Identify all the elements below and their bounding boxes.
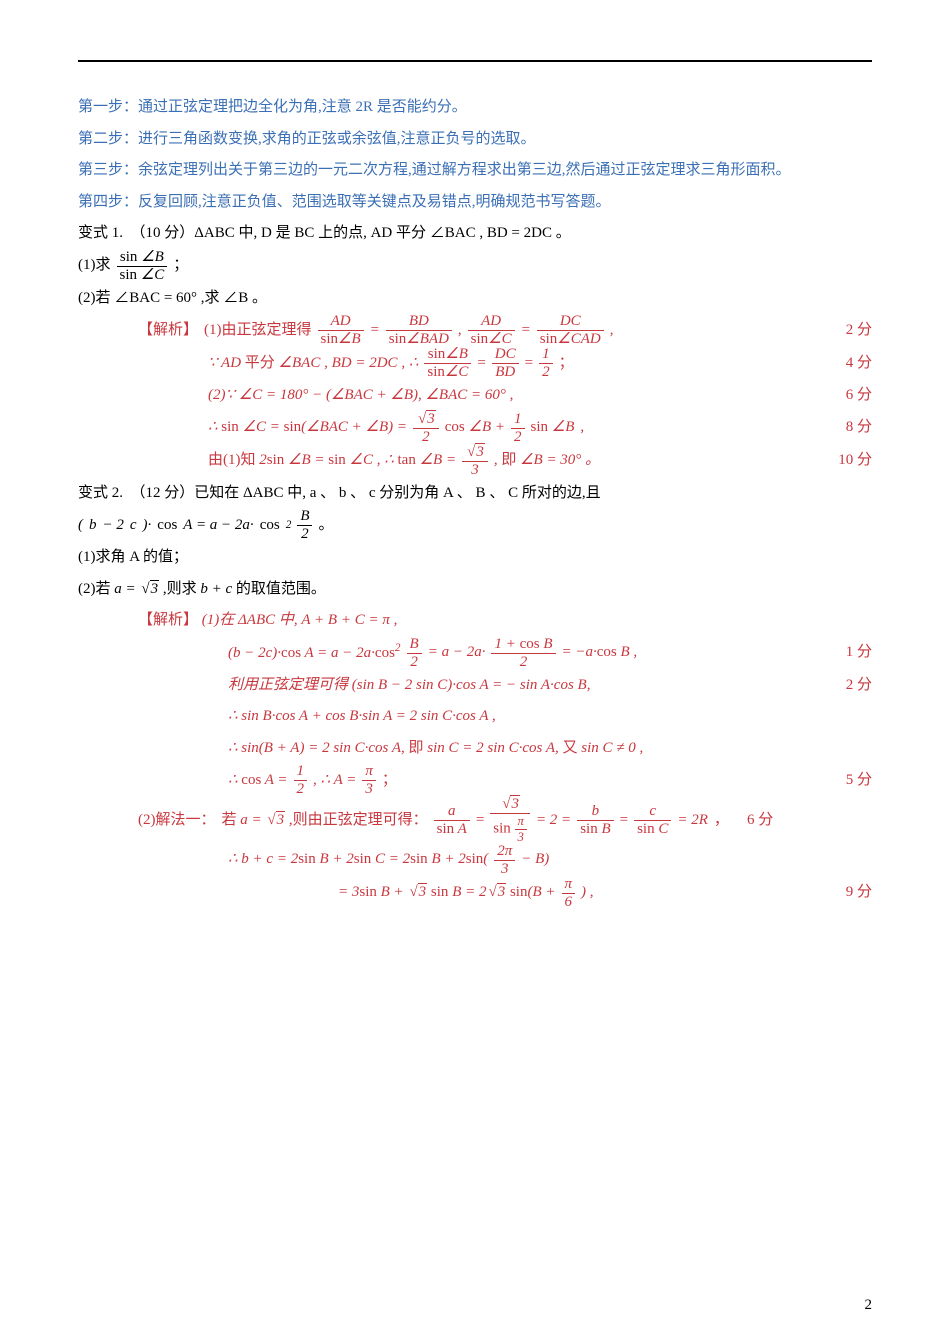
- v2l4b: 即: [408, 740, 423, 756]
- v2l4c: sin C = 2 sin C·cos A,: [424, 740, 563, 756]
- variant2-sol-line1: (b − 2c)·cos A = a − 2a·cos2 B2 = a − 2a…: [78, 637, 872, 670]
- variant1-sol1-a: (1)由正弦定理得: [204, 315, 312, 347]
- variant2-sol-line7: ∴ b + c = 2sin B + 2sin C = 2sin B + 2si…: [78, 844, 872, 877]
- score2-2: 2 分: [846, 670, 872, 702]
- variant2-sol-line0: 【解析】 (1)在 ΔABC 中, A + B + C = π ,: [78, 605, 872, 637]
- variant2-line0-eq: (1)在 ΔABC 中, A + B + C = π ,: [202, 612, 398, 628]
- v2l4d: 又: [563, 740, 578, 756]
- variant1-sol-line3: (2)∵ ∠C = 180° − (∠BAC + ∠B), ∠BAC = 60°…: [78, 380, 872, 412]
- variant1-q1-suffix: ；: [173, 250, 188, 282]
- variant2-q1: (1)求角 A 的值；: [78, 542, 872, 574]
- variant2-sol-line4: ∴ sin(B + A) = 2 sin C·cos A, 即 sin C = …: [78, 733, 872, 765]
- frac-sinB-over-sinC: sin ∠B sin ∠C: [117, 250, 168, 283]
- variant1-title-text: 变式 1. （10 分）ΔABC 中, D 是 BC 上的点, AD 平分 ∠B…: [78, 225, 571, 241]
- step-3: 第三步：余弦定理列出关于第三边的一元二次方程,通过解方程求出第三边,然后通过正弦…: [78, 155, 872, 187]
- score2-6: 6 分: [747, 805, 773, 837]
- variant1-q1-prefix: (1)求: [78, 250, 111, 282]
- variant2-line2: 利用正弦定理可得 (sin B − 2 sin C)·cos A = − sin…: [228, 670, 590, 702]
- sol2-label: (2)解法一：: [138, 805, 216, 837]
- score-10: 10 分: [838, 445, 872, 477]
- variant2-sol-line5: ∴ cos A = 12 , ∴ A = π3 ； 5 分: [78, 764, 872, 797]
- step-2: 第二步：进行三角函数变换,求角的正弦或余弦值,注意正负号的选取。: [78, 124, 872, 156]
- variant2-title: 变式 2. （12 分）已知在 ΔABC 中, a 、 b 、 c 分别为角 A…: [78, 478, 872, 510]
- sol-label-2: 【解析】: [138, 612, 198, 628]
- score2-9: 9 分: [846, 877, 872, 909]
- variant1-title: 变式 1. （10 分）ΔABC 中, D 是 BC 上的点, AD 平分 ∠B…: [78, 218, 872, 250]
- score-2: 2 分: [846, 315, 872, 347]
- variant2-sol-line8: = 3sin B + 3 sin B = 23 sin(B + π6 ) , 9…: [78, 877, 872, 910]
- v2l4a: ∴ sin(B + A) = 2 sin C·cos A,: [228, 740, 408, 756]
- v2l4e: sin C ≠ 0 ,: [578, 740, 644, 756]
- variant1-sol-line5: 由(1)知 2sin ∠B = sin ∠C , ∴ tan ∠B = 33 ,…: [78, 445, 872, 478]
- variant2-sol-line3: ∴ sin B·cos A + cos B·sin A = 2 sin C·co…: [78, 701, 872, 733]
- variant2-sol-line2: 利用正弦定理可得 (sin B − 2 sin C)·cos A = − sin…: [78, 670, 872, 702]
- step-4: 第四步：反复回顾,注意正负值、范围选取等关键点及易错点,明确规范书写答题。: [78, 187, 872, 219]
- variant1-sol-line2: ∵ AD 平分 ∠BAC , BD = 2DC , ∴ sin∠Bsin∠C =…: [78, 347, 872, 380]
- variant2-q2: (2)若 a = 3 ,则求 b + c 的取值范围。: [78, 574, 872, 606]
- score-6: 6 分: [846, 380, 872, 412]
- sol-label: 【解析】: [138, 315, 198, 347]
- score-4: 4 分: [846, 348, 872, 380]
- variant1-sol-line1: 【解析】 (1)由正弦定理得 ADsin∠B = BDsin∠BAD , ADs…: [78, 314, 872, 347]
- variant2-given: (b − 2c)·cos A = a − 2a·cos2 B2 。: [78, 509, 872, 542]
- v2l6s: ，: [714, 805, 729, 837]
- variant1-line3: (2)∵ ∠C = 180° − (∠BAC + ∠B), ∠BAC = 60°…: [208, 380, 513, 412]
- top-rule: [78, 60, 872, 62]
- variant1-q1: (1)求 sin ∠B sin ∠C ；: [78, 250, 872, 283]
- score2-5: 5 分: [846, 765, 872, 797]
- semi: ；: [559, 348, 574, 380]
- variant1-q2: (2)若 ∠BAC = 60° ,求 ∠B 。: [78, 283, 872, 315]
- score-8: 8 分: [846, 412, 872, 444]
- comma: ,: [580, 412, 584, 444]
- score2-1: 1 分: [846, 637, 872, 669]
- step-1: 第一步：通过正弦定理把边全化为角,注意 2R 是否能约分。: [78, 92, 872, 124]
- page-number: 2: [865, 1297, 873, 1314]
- variant2-sol-line6: (2)解法一： 若 a = 3 ,则由正弦定理可得： asin A = 3sin…: [78, 797, 872, 844]
- variant1-sol-line4: ∴ sin ∠C = sin(∠BAC + ∠B) = 32 cos ∠B + …: [78, 412, 872, 445]
